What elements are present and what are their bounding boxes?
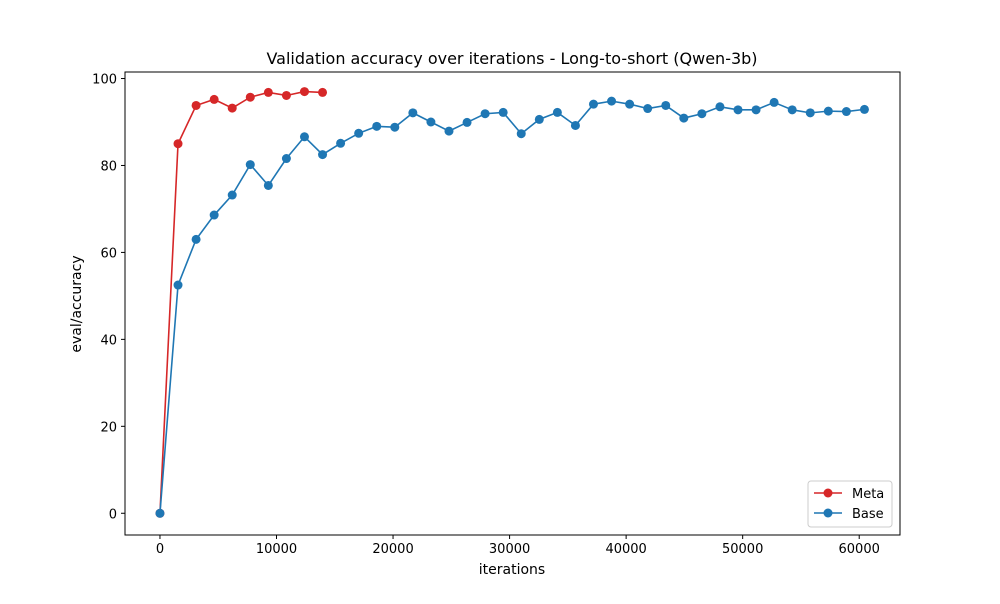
data-point-meta — [245, 92, 255, 102]
y-tick-label: 0 — [109, 507, 117, 522]
y-tick-label: 20 — [100, 420, 117, 435]
data-point-base — [570, 120, 580, 130]
data-point-base — [480, 109, 490, 119]
data-point-meta — [227, 103, 237, 113]
x-tick-label: 40000 — [605, 542, 646, 557]
data-point-base — [643, 104, 653, 114]
data-point-meta — [263, 87, 273, 97]
legend-label-meta: Meta — [852, 487, 884, 502]
data-point-base — [318, 150, 328, 160]
data-point-base — [552, 107, 562, 117]
data-point-base — [697, 109, 707, 119]
plot-frame — [124, 71, 901, 536]
x-tick-label: 0 — [156, 542, 164, 557]
x-axis: 0 10000 20000 30000 40000 50000 60000 — [156, 535, 880, 557]
data-point-meta — [318, 87, 328, 97]
x-axis-label: iterations — [479, 562, 545, 578]
data-point-base — [263, 180, 273, 190]
series-line-base — [159, 100, 865, 514]
legend-label-base: Base — [852, 507, 884, 522]
chart-title: Validation accuracy over iterations - Lo… — [266, 49, 757, 68]
data-point-base — [408, 108, 418, 118]
y-tick-label: 60 — [100, 246, 117, 261]
x-tick-label: 30000 — [489, 542, 530, 557]
data-point-base — [462, 117, 472, 127]
data-point-base — [245, 160, 255, 170]
data-point-base — [823, 106, 833, 116]
data-point-base — [372, 121, 382, 131]
x-tick-label: 20000 — [372, 542, 413, 557]
data-point-meta — [209, 94, 219, 104]
data-point-base — [498, 107, 508, 117]
data-point-base — [155, 508, 165, 518]
data-point-base — [733, 105, 743, 115]
data-point-meta — [191, 100, 201, 110]
y-tick-label: 80 — [100, 159, 117, 174]
data-point-meta — [281, 90, 291, 100]
x-tick-label: 10000 — [256, 542, 297, 557]
legend-marker-base — [823, 508, 833, 518]
data-point-base — [607, 96, 617, 106]
data-point-base — [751, 105, 761, 115]
data-point-base — [625, 99, 635, 109]
data-point-base — [859, 104, 869, 114]
data-point-base — [390, 122, 400, 132]
legend-marker-meta — [823, 488, 833, 498]
data-point-base — [173, 280, 183, 290]
data-point-base — [588, 99, 598, 109]
data-point-base — [715, 102, 725, 112]
data-point-base — [661, 100, 671, 110]
data-point-base — [787, 105, 797, 115]
series-layer — [155, 87, 869, 518]
y-axis-label: eval/accuracy — [69, 255, 85, 352]
data-point-base — [841, 107, 851, 117]
data-point-base — [769, 97, 779, 107]
x-tick-label: 60000 — [839, 542, 880, 557]
data-point-base — [444, 126, 454, 136]
y-axis: 0 20 40 60 80 100 — [92, 73, 125, 522]
data-point-base — [209, 210, 219, 220]
series-line-meta — [159, 90, 323, 514]
data-point-base — [299, 132, 309, 142]
data-point-base — [805, 108, 815, 118]
data-point-base — [354, 128, 364, 138]
data-point-base — [426, 117, 436, 127]
data-point-base — [191, 234, 201, 244]
data-point-base — [516, 129, 526, 139]
y-tick-label: 40 — [100, 333, 117, 348]
data-point-base — [534, 114, 544, 124]
data-point-base — [679, 113, 689, 123]
data-point-base — [336, 138, 346, 148]
legend: Meta Base — [807, 480, 893, 528]
plot-area — [125, 72, 900, 535]
data-point-meta — [173, 139, 183, 149]
x-tick-label: 50000 — [722, 542, 763, 557]
y-tick-label: 100 — [92, 73, 117, 88]
data-point-meta — [299, 87, 309, 97]
data-point-base — [227, 190, 237, 200]
data-point-base — [281, 154, 291, 164]
